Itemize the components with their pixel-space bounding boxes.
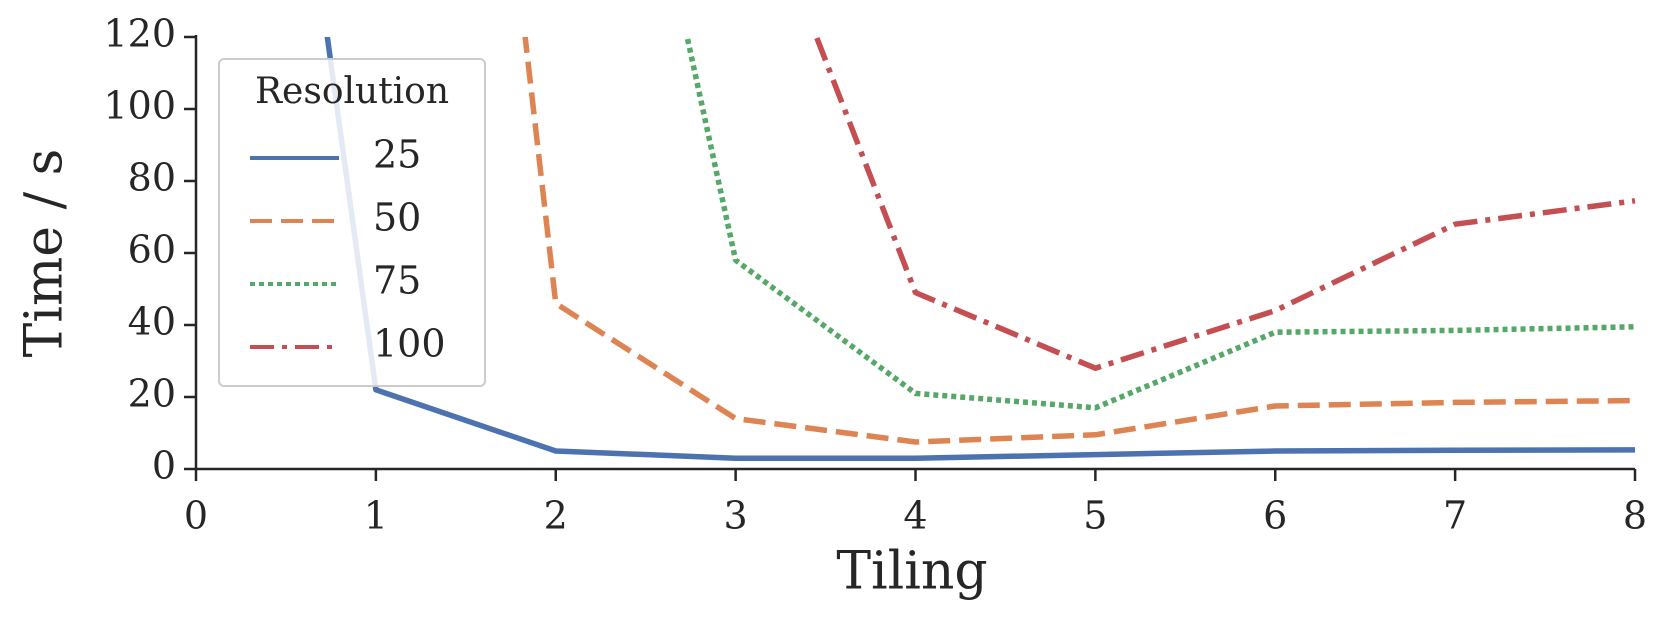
x-tick-label: 8 xyxy=(1623,494,1647,538)
legend-label: 50 xyxy=(373,196,421,240)
x-tick-label: 6 xyxy=(1263,494,1287,538)
legend-title: Resolution xyxy=(255,71,449,112)
series-line xyxy=(684,37,1636,411)
x-tick-label: 0 xyxy=(184,494,208,538)
y-tick-label: 0 xyxy=(152,444,176,488)
legend-label: 25 xyxy=(373,133,421,177)
series-line xyxy=(813,37,1636,371)
legend-label: 100 xyxy=(373,322,446,366)
legend-box xyxy=(218,58,486,387)
x-tick-label: 4 xyxy=(903,494,927,538)
x-axis-label: Tiling xyxy=(836,542,987,602)
y-tick-label: 40 xyxy=(128,300,176,344)
series-line xyxy=(324,37,1636,461)
x-tick-label: 5 xyxy=(1083,494,1107,538)
y-tick-label: 20 xyxy=(128,372,176,416)
x-tick-label: 3 xyxy=(724,494,748,538)
plot-area xyxy=(324,37,1636,461)
x-tick-label: 2 xyxy=(544,494,568,538)
y-tick-label: 100 xyxy=(103,84,176,128)
y-axis-label: Time / s xyxy=(15,149,75,358)
x-tick-label: 7 xyxy=(1443,494,1467,538)
y-tick-label: 80 xyxy=(128,156,176,200)
y-tick-label: 60 xyxy=(128,228,176,272)
series-line xyxy=(522,37,1636,445)
x-tick-label: 1 xyxy=(364,494,388,538)
legend-label: 75 xyxy=(373,259,421,303)
y-tick-label: 120 xyxy=(103,12,176,56)
